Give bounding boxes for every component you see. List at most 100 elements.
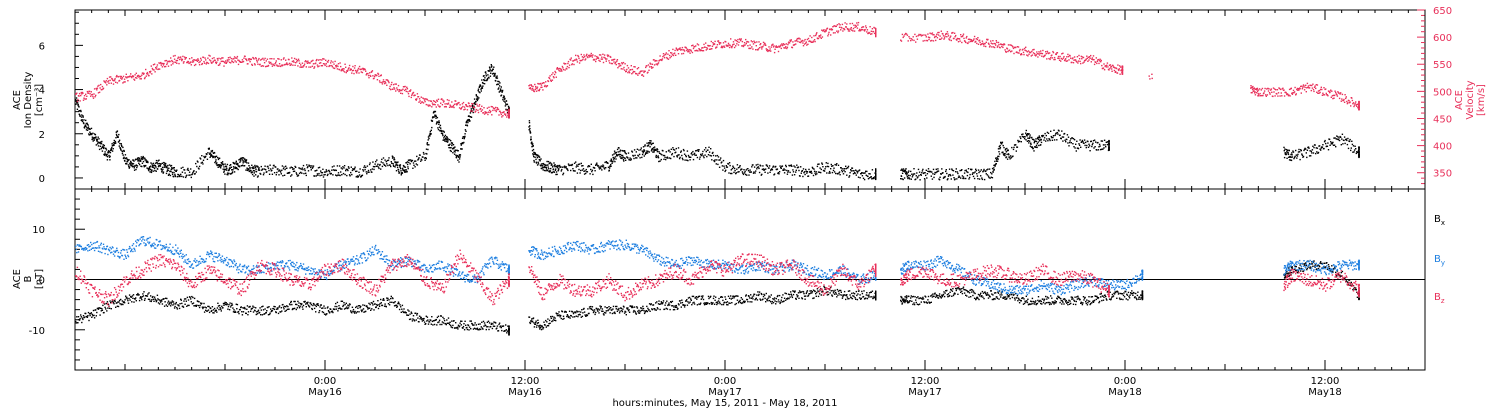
ion-density-point [291, 174, 292, 175]
velocity-point [862, 29, 863, 30]
ion-density-point [128, 164, 129, 165]
velocity-point [872, 28, 873, 29]
ion-density-point [804, 171, 805, 172]
ion-density-point [126, 163, 127, 164]
ion-density-point [106, 149, 107, 150]
ion-density-point [830, 168, 831, 169]
ion-density-point [1079, 139, 1080, 140]
velocity-point [1106, 65, 1107, 66]
velocity-point [322, 65, 323, 66]
ion-density-point [736, 169, 737, 170]
velocity-point [802, 42, 803, 43]
velocity-point [1059, 56, 1060, 57]
ion-density-point [420, 161, 421, 162]
ion-density-point [945, 171, 946, 172]
velocity-point [535, 86, 536, 87]
velocity-point [984, 43, 985, 44]
ion-density-point [508, 107, 509, 108]
velocity-point [454, 104, 455, 105]
velocity-point [126, 74, 127, 75]
velocity-point [388, 82, 389, 83]
ion-density-point [404, 169, 405, 170]
velocity-point [959, 40, 960, 41]
ion-density-point [801, 173, 802, 174]
velocity-point [811, 37, 812, 38]
velocity-point [333, 63, 334, 64]
velocity-point [1098, 63, 1099, 64]
velocity-point [973, 38, 974, 39]
velocity-point [824, 31, 825, 32]
ion-density-point [381, 161, 382, 162]
velocity-point [1152, 78, 1153, 79]
ion-density-point [344, 165, 345, 166]
velocity-point [634, 71, 635, 72]
ion-density-point [342, 168, 343, 169]
velocity-point [1024, 50, 1025, 51]
ion-density-point [875, 170, 876, 171]
ion-density-point [368, 172, 369, 173]
velocity-point [803, 40, 804, 41]
ion-density-point [1010, 155, 1011, 156]
velocity-point [508, 110, 509, 111]
ion-density-point [499, 82, 500, 83]
velocity-point [170, 57, 171, 58]
velocity-point [714, 44, 715, 45]
ion-density-point [1072, 143, 1073, 144]
velocity-point [231, 58, 232, 59]
velocity-point [197, 58, 198, 59]
velocity-point [1077, 62, 1078, 63]
velocity-point [478, 106, 479, 107]
velocity-point [931, 40, 932, 41]
ion-density-point [1297, 155, 1298, 156]
velocity-point [243, 58, 244, 59]
ion-density-point [875, 174, 876, 175]
velocity-point [1107, 62, 1108, 63]
ion-density-point [1086, 145, 1087, 146]
ion-density-point [141, 156, 142, 157]
ion-density-point [748, 170, 749, 171]
ion-density-point [1313, 147, 1314, 148]
velocity-point [971, 39, 972, 40]
ion-density-point [500, 88, 501, 89]
velocity-point [106, 84, 107, 85]
ion-density-point [364, 169, 365, 170]
ion-density-point [556, 171, 557, 172]
ion-density-point [692, 154, 693, 155]
velocity-point [540, 83, 541, 84]
velocity-point [1092, 57, 1093, 58]
ion-density-point [437, 127, 438, 128]
ion-density-point [464, 136, 465, 137]
velocity-point [1272, 96, 1273, 97]
velocity-point [1025, 47, 1026, 48]
ion-density-point [550, 168, 551, 169]
velocity-point [217, 58, 218, 59]
velocity-point [293, 60, 294, 61]
velocity-point [1120, 66, 1121, 67]
velocity-tick-label: 600 [1433, 33, 1452, 44]
velocity-point [1337, 95, 1338, 96]
ion-density-point [769, 172, 770, 173]
velocity-point [291, 57, 292, 58]
ion-density-point [988, 176, 989, 177]
velocity-point [852, 30, 853, 31]
velocity-point [917, 39, 918, 40]
ion-density-point [1083, 143, 1084, 144]
velocity-point [1027, 55, 1028, 56]
ion-density-point [382, 166, 383, 167]
ion-density-point [428, 139, 429, 140]
ion-density-point [563, 173, 564, 174]
ion-density-point [282, 175, 283, 176]
ion-density-point [864, 179, 865, 180]
ion-density-point [367, 165, 368, 166]
ion-density-point [659, 160, 660, 161]
velocity-point [436, 106, 437, 107]
ion-density-point [976, 170, 977, 171]
ion-density-point [348, 166, 349, 167]
velocity-point [939, 35, 940, 36]
velocity-point [796, 39, 797, 40]
velocity-point [171, 64, 172, 65]
ion-density-point [227, 172, 228, 173]
velocity-point [929, 37, 930, 38]
velocity-point [1018, 52, 1019, 53]
